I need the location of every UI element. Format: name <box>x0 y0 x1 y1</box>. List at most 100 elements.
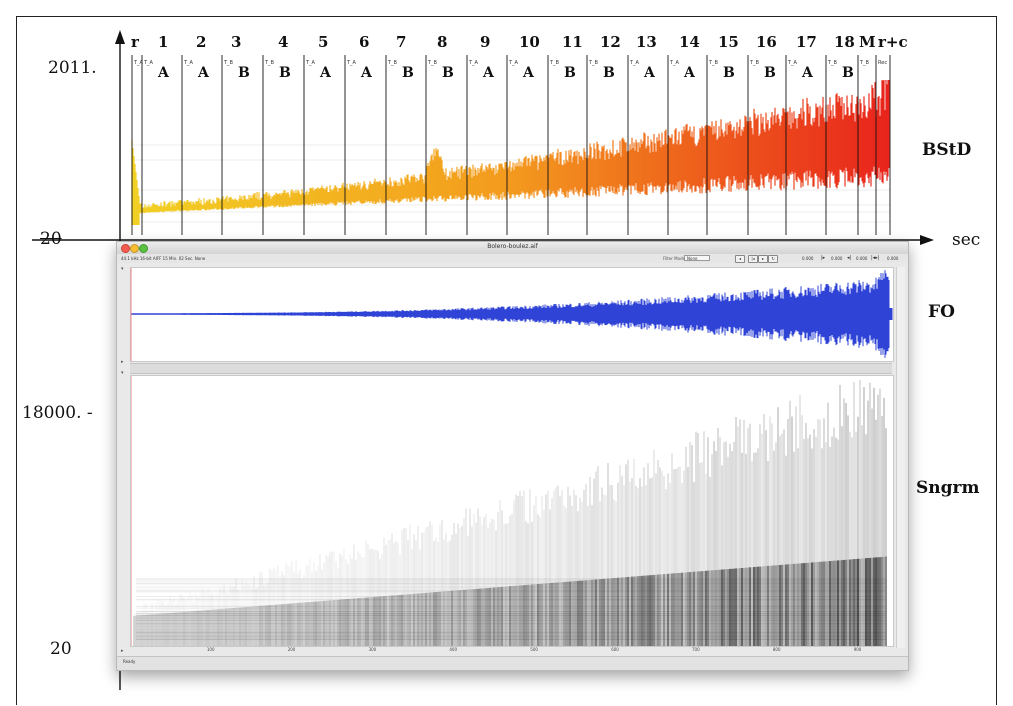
spectrogram-low-band <box>671 573 673 646</box>
spectrogram-low-band <box>729 568 731 646</box>
spectrogram-low-band <box>461 590 463 646</box>
spectrogram-column <box>619 465 621 646</box>
spectrogram-low-band <box>353 598 355 646</box>
segment-theme-letter: A <box>483 65 494 81</box>
spectrogram-low-band <box>387 595 389 646</box>
time-ruler-tick: 900 <box>853 647 862 652</box>
expand-status-icon[interactable]: ▸ <box>121 648 124 654</box>
spectrogram-column <box>883 398 885 646</box>
spectrogram-column <box>485 514 487 646</box>
spectrogram-low-band <box>665 574 667 646</box>
spectrogram-low-band <box>649 575 651 646</box>
speaker-button[interactable]: ◂ <box>735 255 745 263</box>
spectrogram-column <box>549 509 551 646</box>
spectrogram-column <box>835 437 837 646</box>
time-selection-readout: 0.000 <box>831 256 843 261</box>
spectrogram-column <box>337 568 339 646</box>
file-info-text: 44.1 kHz 16-bit AIFF 15 Min. 02 Sec. Non… <box>121 256 206 261</box>
segment-marker-tag: T_B <box>224 60 233 66</box>
spectrogram-low-band <box>351 598 353 646</box>
spectrogram-column <box>701 462 703 646</box>
spectrogram-column <box>325 555 327 646</box>
spectrogram-column <box>587 505 589 646</box>
spectrogram-low-band <box>289 603 291 646</box>
spectrogram-low-band <box>269 605 271 646</box>
spectrogram-column <box>707 437 709 646</box>
spectrogram-low-band <box>137 615 139 646</box>
spectrogram-column <box>483 517 485 646</box>
spectrogram-column <box>281 571 283 646</box>
spectrogram-column <box>873 387 875 646</box>
minimize-dot-icon[interactable] <box>130 244 139 253</box>
spectrogram-column <box>553 490 555 646</box>
spectrogram-low-band <box>357 598 359 646</box>
segment-marker-tag: T_A <box>469 60 478 66</box>
spectrogram-column <box>445 533 447 646</box>
spectrogram-low-band <box>473 589 475 646</box>
spectrogram-column <box>589 476 591 646</box>
loop-button[interactable]: ↻ <box>768 255 778 263</box>
spectrogram-column <box>429 521 431 646</box>
close-dot-icon[interactable] <box>121 244 130 253</box>
left-axis-low-label: 20 <box>40 229 62 249</box>
status-text: Ready <box>123 659 136 664</box>
spectrogram-column <box>471 526 473 646</box>
spectrogram-low-band <box>493 587 495 646</box>
spectrogram-low-band <box>505 586 507 646</box>
vertical-scrollbar[interactable] <box>896 267 905 648</box>
spectrogram-low-band <box>561 582 563 646</box>
spectrogram-low-band <box>587 580 589 646</box>
spectrogram-low-band <box>279 604 281 646</box>
spectrogram-low-band <box>703 571 705 646</box>
spectrogram-low-band <box>595 579 597 646</box>
spectrogram-column <box>611 485 613 646</box>
spectrogram-low-band <box>713 570 715 646</box>
filter-mode-select[interactable]: None <box>684 255 710 261</box>
spectrogram-column <box>431 524 433 646</box>
spectrogram-column <box>399 555 401 646</box>
spectrogram-column <box>415 540 417 646</box>
segment-marker-tag: T_A <box>630 60 639 66</box>
pane-divider[interactable] <box>130 363 892 374</box>
zoom-dot-icon[interactable] <box>139 244 148 253</box>
collapse-spectrogram-icon[interactable]: ▾ <box>121 370 124 376</box>
spectrogram-low-band <box>687 572 689 646</box>
time-ruler-tick: 300 <box>368 647 377 652</box>
segment-marker-tag: T_A <box>788 60 797 66</box>
collapse-waveform-icon[interactable]: ▾ <box>121 266 124 272</box>
spectrogram-column <box>497 512 499 646</box>
spectrogram-column <box>487 527 489 646</box>
spectrogram-low-band <box>145 614 147 646</box>
spectrogram-column <box>831 436 833 646</box>
expand-waveform-icon[interactable]: ▸ <box>121 359 124 365</box>
segment-theme-letter: B <box>279 65 291 81</box>
time-total-readout: 0.000 <box>887 256 899 261</box>
spectrogram-column <box>277 565 279 646</box>
skip-start-button[interactable]: |◂ <box>748 255 758 263</box>
spectrogram-column <box>369 549 371 646</box>
spectrogram-low-band <box>863 558 865 646</box>
spectrogram-column <box>527 523 529 646</box>
spectrogram-column <box>853 382 855 646</box>
spectrogram-low-band <box>693 571 695 646</box>
selection-start-icon: |▸ <box>821 255 826 261</box>
spectrogram-low-band <box>435 592 437 646</box>
spectrogram-low-band <box>615 577 617 646</box>
spectrogram-column <box>879 388 881 646</box>
waveform-pane[interactable] <box>130 267 894 362</box>
spectrogram-low-band <box>253 606 255 646</box>
segment-boundary-lines <box>131 55 891 235</box>
play-button[interactable]: ▸ <box>758 255 768 263</box>
spectrogram-low-band <box>441 591 443 646</box>
spectrogram-low-band <box>367 597 369 646</box>
spectrogram-column <box>703 431 705 646</box>
segment-marker-tag: T_A <box>306 60 315 66</box>
spectrogram-low-band <box>845 559 847 646</box>
spectrogram-column <box>421 532 423 646</box>
spectrogram-pane[interactable] <box>130 375 894 647</box>
spectrogram-low-band <box>657 574 659 646</box>
spectrogram-column <box>817 419 819 646</box>
spectrogram-column <box>671 453 673 646</box>
spectrogram-low-band <box>445 591 447 646</box>
spectrogram-low-band <box>517 585 519 646</box>
